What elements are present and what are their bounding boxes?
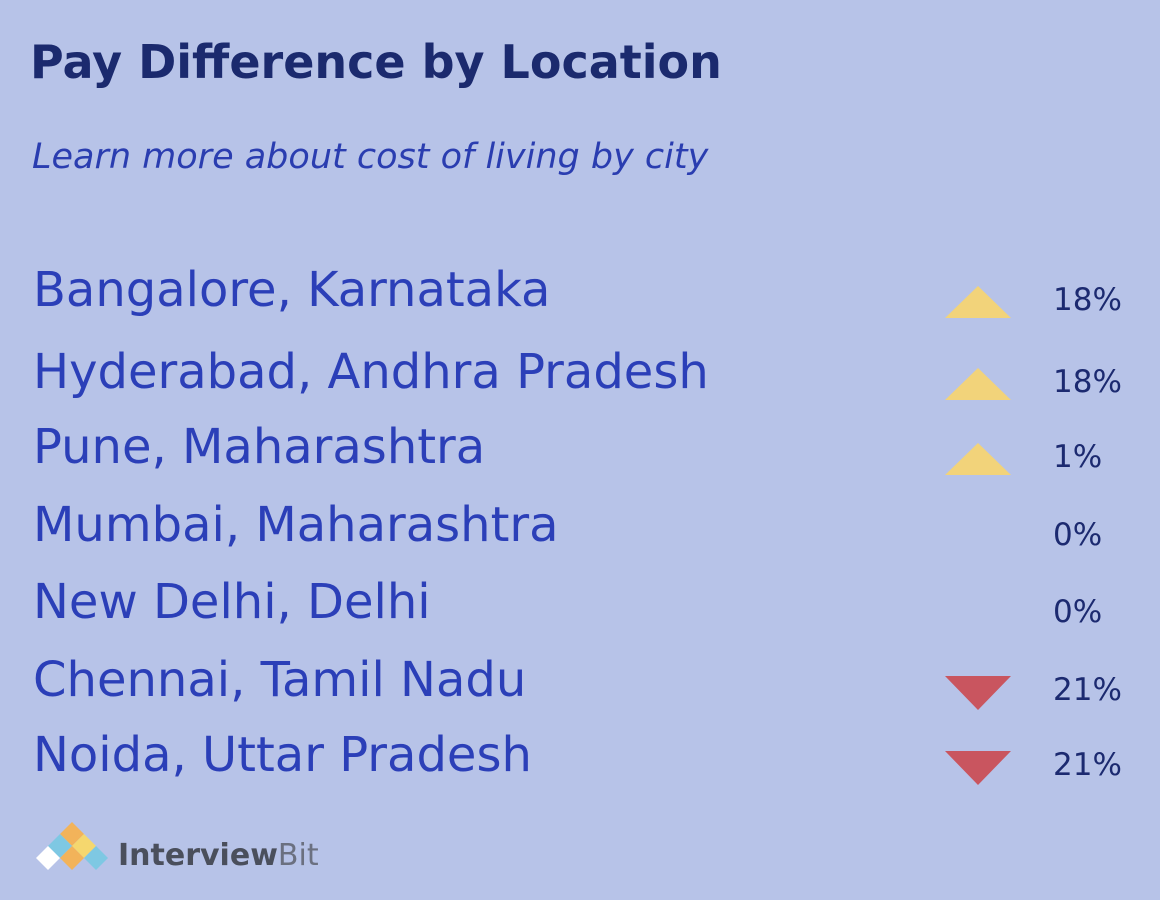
city: Mumbai, Maharashtra — [33, 497, 559, 553]
city: Hyderabad, Andhra Pradesh — [33, 344, 709, 400]
up-arrow — [945, 443, 1011, 475]
subtitle: Learn more about cost of living by city — [32, 137, 710, 177]
logo: InterviewBit — [36, 822, 319, 873]
change: 18% — [1053, 282, 1122, 318]
logo-text: InterviewBit — [118, 838, 319, 873]
up-arrow — [945, 286, 1011, 318]
change: 0% — [1053, 594, 1102, 630]
city: Pune, Maharashtra — [33, 419, 485, 475]
title: Pay Difference by Location — [30, 35, 722, 89]
change: 1% — [1053, 439, 1102, 475]
down-arrow — [945, 676, 1011, 710]
change: 18% — [1053, 364, 1122, 400]
city: Chennai, Tamil Nadu — [33, 652, 526, 708]
logo-icon — [36, 822, 108, 870]
change: 0% — [1053, 517, 1102, 553]
city: New Delhi, Delhi — [33, 574, 431, 630]
logo-part: Bit — [278, 838, 319, 873]
up-arrow — [945, 368, 1011, 400]
change: 21% — [1053, 672, 1122, 708]
down-arrow — [945, 751, 1011, 785]
city: Noida, Uttar Pradesh — [33, 727, 532, 783]
change: 21% — [1053, 747, 1122, 783]
city: Bangalore, Karnataka — [33, 262, 550, 318]
logo-part: Interview — [118, 838, 278, 873]
